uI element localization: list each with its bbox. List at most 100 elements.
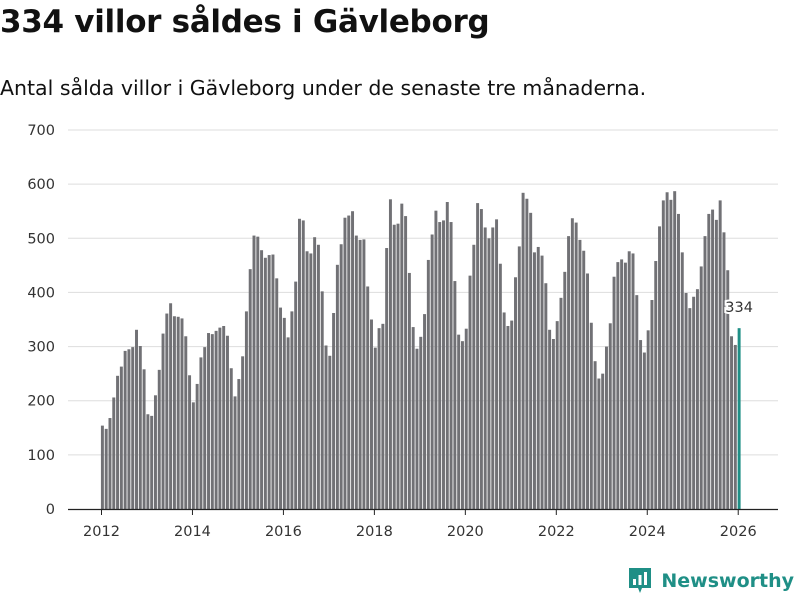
bar (419, 336, 423, 509)
bar (423, 314, 427, 509)
bar (517, 246, 521, 509)
bar (574, 222, 578, 509)
bar (328, 355, 332, 509)
bar (123, 350, 127, 509)
bar (169, 303, 173, 509)
bar (502, 312, 506, 509)
bar (487, 238, 491, 510)
bar (332, 313, 336, 509)
bar (195, 383, 199, 509)
x-tick-label: 2026 (720, 524, 757, 540)
bar (142, 369, 146, 509)
bar (650, 300, 654, 509)
bar (260, 250, 264, 509)
bar (491, 227, 495, 509)
bar (316, 244, 320, 509)
bar (604, 346, 608, 509)
bar (161, 333, 165, 509)
bar (411, 327, 415, 509)
bar (271, 254, 275, 509)
bar (298, 218, 301, 510)
bar (639, 340, 643, 509)
bar (601, 373, 605, 509)
bar (407, 272, 411, 509)
y-tick-label: 300 (27, 340, 55, 356)
bar (305, 251, 309, 509)
bar (309, 253, 313, 509)
bar (661, 200, 665, 509)
bar (256, 236, 260, 509)
bar (157, 369, 161, 509)
bar (214, 330, 218, 509)
bar (241, 356, 245, 509)
bar (669, 199, 673, 509)
bar (699, 266, 703, 509)
bar (582, 250, 586, 510)
y-tick-label: 600 (27, 177, 55, 193)
bar (248, 269, 252, 509)
bar (483, 227, 487, 509)
bar (658, 226, 662, 509)
bar (180, 318, 184, 509)
bar (388, 199, 392, 510)
bar (320, 291, 324, 509)
bar (229, 368, 233, 509)
bar (237, 379, 241, 509)
bar (593, 361, 597, 509)
bar (290, 311, 294, 509)
bar (688, 308, 692, 509)
bar (495, 219, 499, 509)
bar (464, 328, 468, 509)
bar (563, 271, 567, 509)
bar (460, 341, 464, 509)
bar (165, 313, 169, 509)
bar (135, 329, 138, 509)
bar (138, 346, 142, 509)
bar (692, 296, 696, 509)
bar (404, 216, 408, 509)
bar (570, 218, 574, 509)
bar (726, 270, 730, 509)
bar (612, 276, 616, 509)
bar (210, 334, 214, 509)
x-tick-label: 2020 (447, 524, 484, 540)
bar (586, 273, 589, 509)
bar (506, 326, 510, 509)
bar (529, 212, 533, 509)
bar (730, 336, 734, 509)
bar (116, 375, 120, 509)
bar (703, 236, 707, 509)
bar (275, 278, 279, 509)
bar (203, 347, 207, 509)
highlight-bar (737, 328, 741, 509)
x-tick-label: 2022 (538, 524, 575, 540)
bar (362, 239, 366, 509)
bar (286, 337, 290, 509)
bar (680, 252, 684, 510)
bar (714, 219, 718, 509)
bar (430, 234, 434, 509)
bar (718, 200, 722, 509)
bar (112, 397, 116, 509)
bar (555, 321, 559, 509)
x-tick-label: 2014 (174, 524, 211, 540)
y-tick-label: 500 (27, 231, 55, 247)
newsworthy-logo: Newsworthy (627, 566, 794, 596)
bar (354, 235, 358, 509)
x-tick-label: 2024 (629, 524, 666, 540)
bar (347, 215, 351, 510)
bar (548, 329, 552, 509)
bar (536, 246, 540, 509)
bar (631, 253, 635, 509)
chart-title: 334 villor såldes i Gävleborg (0, 4, 490, 40)
bar (358, 239, 362, 509)
bar (377, 328, 381, 509)
x-tick-label: 2016 (265, 524, 302, 540)
bar (733, 344, 737, 509)
bar (445, 202, 449, 509)
bar (146, 414, 150, 509)
bar (559, 297, 563, 509)
bar (153, 395, 157, 509)
bar (184, 336, 188, 509)
bar (324, 345, 328, 509)
